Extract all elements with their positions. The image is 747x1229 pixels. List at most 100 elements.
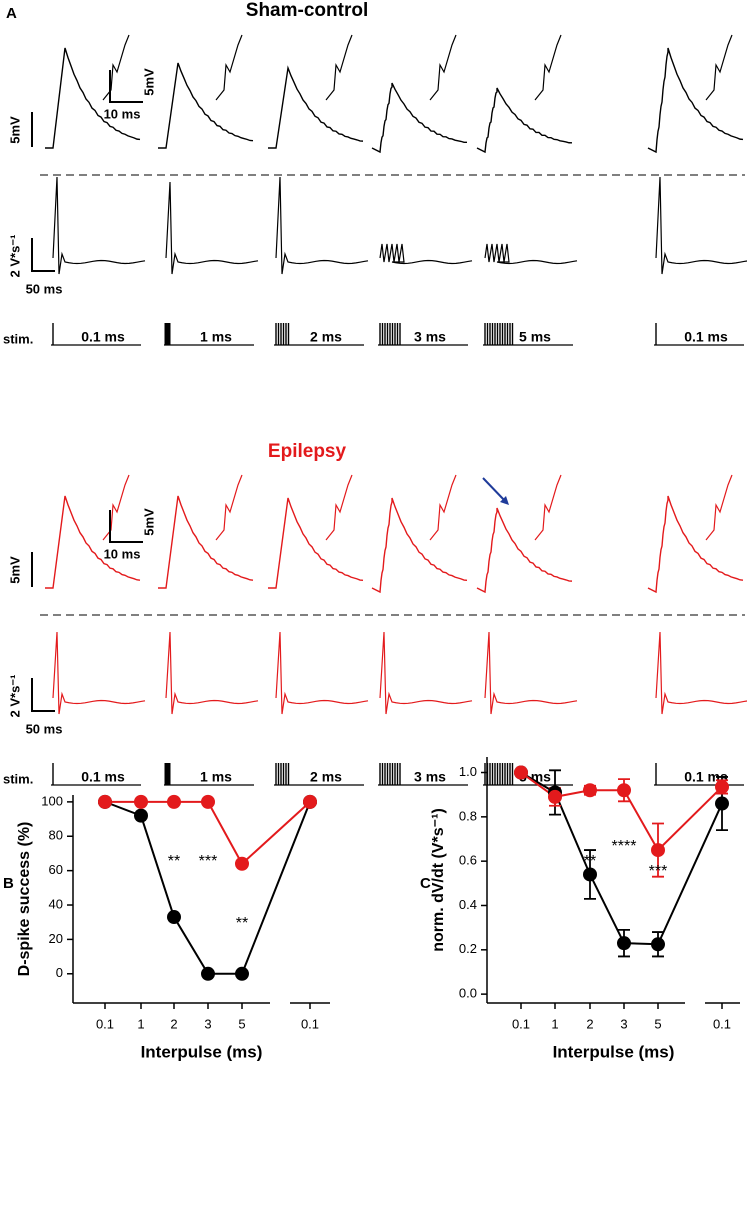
- panel-title: Epilepsy: [268, 441, 347, 462]
- stim-label: 2 ms: [310, 769, 342, 785]
- marker: [167, 910, 181, 925]
- time-scale-label: 50 ms: [26, 721, 63, 736]
- marker: [303, 794, 317, 809]
- y-axis-label: norm. dV/dt (V*s⁻¹): [430, 808, 447, 952]
- dvdt-trace: [165, 181, 259, 275]
- stim-label: 3 ms: [414, 329, 446, 345]
- dvdt-trace: [275, 631, 369, 715]
- dvdt-trace: [484, 631, 578, 715]
- stim-label: 0.1 ms: [81, 329, 125, 345]
- marker: [651, 937, 665, 952]
- voltage-trace: [647, 47, 744, 154]
- voltage-trace: [45, 495, 141, 589]
- stim-label: 5 ms: [519, 329, 551, 345]
- dvdt-scale-bar: [31, 238, 55, 272]
- marker: [235, 856, 249, 871]
- marker: [514, 765, 528, 780]
- y-tick-label: 60: [49, 862, 63, 877]
- marker: [167, 794, 181, 809]
- x-tick-label: 1: [551, 1016, 558, 1031]
- inset-trace: [429, 34, 457, 101]
- dvdt-trace: [484, 243, 578, 265]
- y-tick-label: 0: [56, 965, 63, 980]
- marker: [715, 796, 729, 811]
- y-tick-label: 80: [49, 828, 63, 843]
- significance: ****: [612, 838, 637, 855]
- x-tick-label: 0.1: [512, 1016, 530, 1031]
- dvdt-trace: [275, 176, 369, 275]
- y-tick-label: 0.4: [459, 897, 477, 912]
- significance: **: [584, 853, 596, 870]
- marker: [583, 867, 597, 882]
- time-scale-label: 50 ms: [26, 281, 63, 296]
- x-tick-label: 0.1: [301, 1016, 319, 1031]
- dvdt-trace: [379, 243, 473, 265]
- inset-scale-bar: [109, 70, 143, 103]
- y-tick-label: 0.8: [459, 808, 477, 823]
- stim-text: stim.: [3, 331, 33, 346]
- marker: [235, 966, 249, 981]
- dvdt-trace: [655, 176, 747, 275]
- inset-trace: [215, 474, 243, 541]
- voltage-trace: [647, 495, 744, 594]
- marker: [583, 783, 597, 798]
- marker: [201, 794, 215, 809]
- y-tick-label: 40: [49, 896, 63, 911]
- x-tick-label: 5: [238, 1016, 245, 1031]
- marker: [715, 779, 729, 794]
- dvdt-scale-label: 2 V*s⁻¹: [7, 675, 22, 718]
- inset-trace: [534, 474, 562, 541]
- marker: [548, 789, 562, 804]
- x-tick-label: 0.1: [713, 1016, 731, 1031]
- inset-trace: [102, 34, 130, 101]
- marker: [201, 966, 215, 981]
- inset-trace: [534, 34, 562, 101]
- x-tick-label: 5: [654, 1016, 661, 1031]
- voltage-trace: [476, 507, 573, 594]
- voltage-trace: [158, 495, 254, 589]
- inset-trace: [102, 474, 130, 541]
- voltage-trace: [371, 497, 468, 594]
- significance: ***: [199, 853, 218, 870]
- voltage-trace: [476, 87, 573, 154]
- significance: **: [168, 853, 180, 870]
- voltage-trace: [45, 47, 141, 149]
- panel-title: Sham-control: [246, 0, 368, 21]
- x-tick-label: 3: [204, 1016, 211, 1031]
- arrow: [482, 477, 507, 503]
- y-tick-label: 100: [41, 793, 63, 808]
- stim-label: 2 ms: [310, 329, 342, 345]
- inset-trace: [325, 34, 353, 101]
- x-tick-label: 3: [620, 1016, 627, 1031]
- panel-label: B: [3, 875, 14, 892]
- inset-scale-label: 5mV: [141, 508, 156, 536]
- series-line: [104, 800, 311, 975]
- stim-text: stim.: [3, 771, 33, 786]
- panel-label: A: [6, 5, 17, 22]
- scale-label: 5mV: [7, 556, 22, 584]
- marker: [617, 936, 631, 951]
- inset-scale-label: 10 ms: [104, 546, 141, 561]
- marker: [134, 808, 148, 823]
- marker: [617, 783, 631, 798]
- x-tick-label: 1: [137, 1016, 144, 1031]
- dvdt-trace: [52, 631, 146, 715]
- x-tick-label: 2: [586, 1016, 593, 1031]
- x-tick-label: 0.1: [96, 1016, 114, 1031]
- panel-label: C: [420, 875, 431, 892]
- marker: [134, 794, 148, 809]
- marker: [651, 843, 665, 858]
- stim-label: 1 ms: [200, 769, 232, 785]
- y-tick-label: 0.6: [459, 853, 477, 868]
- y-tick-label: 0.0: [459, 986, 477, 1001]
- voltage-trace: [371, 82, 468, 154]
- inset-scale-bar: [109, 510, 143, 543]
- dvdt-trace: [165, 631, 259, 715]
- dvdt-trace: [52, 176, 146, 275]
- voltage-trace: [268, 497, 364, 589]
- y-axis-label: D-spike success (%): [16, 822, 33, 977]
- dvdt-trace: [655, 631, 747, 715]
- inset-trace: [705, 34, 733, 101]
- y-tick-label: 1.0: [459, 764, 477, 779]
